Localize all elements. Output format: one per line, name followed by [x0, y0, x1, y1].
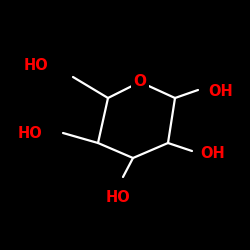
Text: OH: OH: [200, 146, 225, 160]
Text: HO: HO: [23, 58, 48, 72]
Text: HO: HO: [106, 190, 130, 205]
Text: O: O: [134, 74, 146, 90]
Text: OH: OH: [208, 84, 233, 100]
Text: HO: HO: [17, 126, 42, 140]
